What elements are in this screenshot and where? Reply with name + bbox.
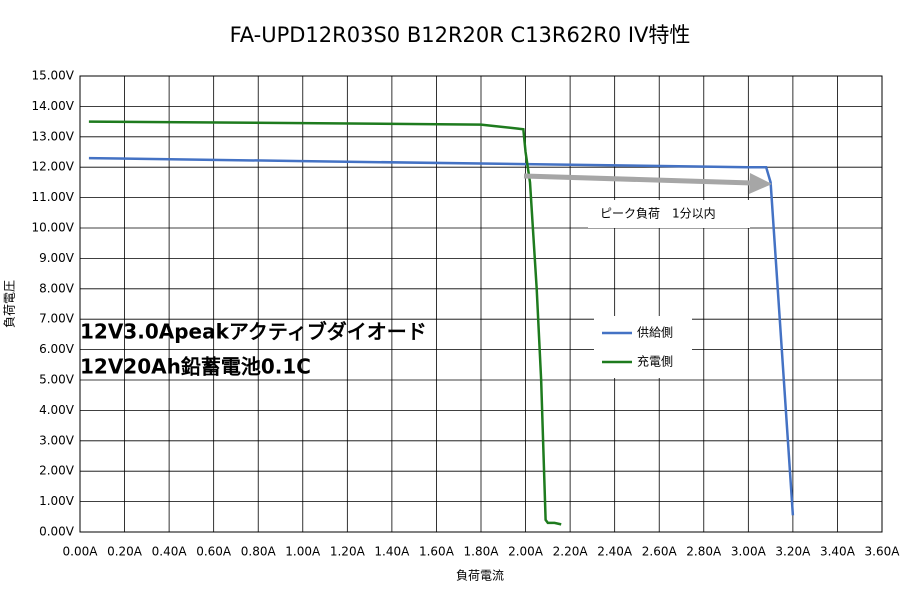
annotation: 12V3.0Apeakアクティブダイオード — [80, 320, 427, 344]
arrow-head — [749, 173, 772, 194]
y-tick-label: 4.00V — [39, 403, 75, 417]
x-tick-label: 2.60A — [642, 545, 678, 559]
y-tick-label: 0.00V — [39, 525, 75, 539]
y-tick-label: 12.00V — [31, 160, 74, 174]
plot-border — [79, 75, 883, 533]
x-tick-label: 1.20A — [330, 545, 366, 559]
x-tick-label: 2.80A — [686, 545, 722, 559]
x-tick-label: 0.00A — [63, 545, 99, 559]
y-tick-label: 15.00V — [31, 69, 74, 83]
legend-label: 充電側 — [637, 354, 673, 369]
x-tick-label: 1.00A — [285, 545, 321, 559]
x-tick-label: 1.60A — [419, 545, 455, 559]
x-tick-label: 3.00A — [731, 545, 767, 559]
legend-box — [594, 316, 692, 378]
y-tick-label: 1.00V — [39, 494, 75, 508]
x-tick-label: 3.40A — [820, 545, 856, 559]
y-axis-label: 負荷電圧 — [3, 280, 17, 328]
arrow-shaft — [523, 173, 753, 186]
x-tick-label: 3.60A — [865, 545, 900, 559]
y-tick-label: 10.00V — [31, 221, 74, 235]
y-tick-label: 2.00V — [39, 464, 75, 478]
y-tick-label: 3.00V — [39, 433, 75, 447]
y-tick-label: 14.00V — [31, 99, 74, 113]
x-tick-label: 0.80A — [241, 545, 277, 559]
x-tick-label: 3.20A — [775, 545, 811, 559]
x-tick-label: 0.20A — [107, 545, 143, 559]
y-tick-label: 6.00V — [39, 342, 75, 356]
legend-label: 供給側 — [637, 326, 673, 340]
x-tick-label: 2.00A — [508, 545, 544, 559]
y-tick-label: 9.00V — [39, 251, 75, 265]
annotation-box — [588, 200, 750, 228]
y-tick-label: 5.00V — [39, 373, 75, 387]
series-line — [88, 156, 795, 516]
x-tick-label: 0.40A — [152, 545, 188, 559]
x-tick-label: 2.40A — [597, 545, 633, 559]
y-tick-label: 11.00V — [31, 190, 74, 204]
x-tick-label: 0.60A — [196, 545, 232, 559]
series-line — [88, 120, 562, 526]
y-tick-label: 7.00V — [39, 312, 75, 326]
x-tick-label: 2.20A — [553, 545, 589, 559]
x-axis-label: 負荷電流 — [456, 569, 504, 583]
y-tick-label: 8.00V — [39, 281, 75, 295]
chart-title: FA-UPD12R03S0 B12R20R C13R62R0 IV特性 — [230, 23, 691, 47]
annotation: 12V20Ah鉛蓄電池0.1C — [80, 355, 311, 379]
y-tick-label: 13.00V — [31, 129, 74, 143]
x-tick-label: 1.40A — [374, 545, 410, 559]
annotation: ピーク負荷 1分以内 — [600, 207, 716, 221]
x-tick-label: 1.80A — [464, 545, 500, 559]
